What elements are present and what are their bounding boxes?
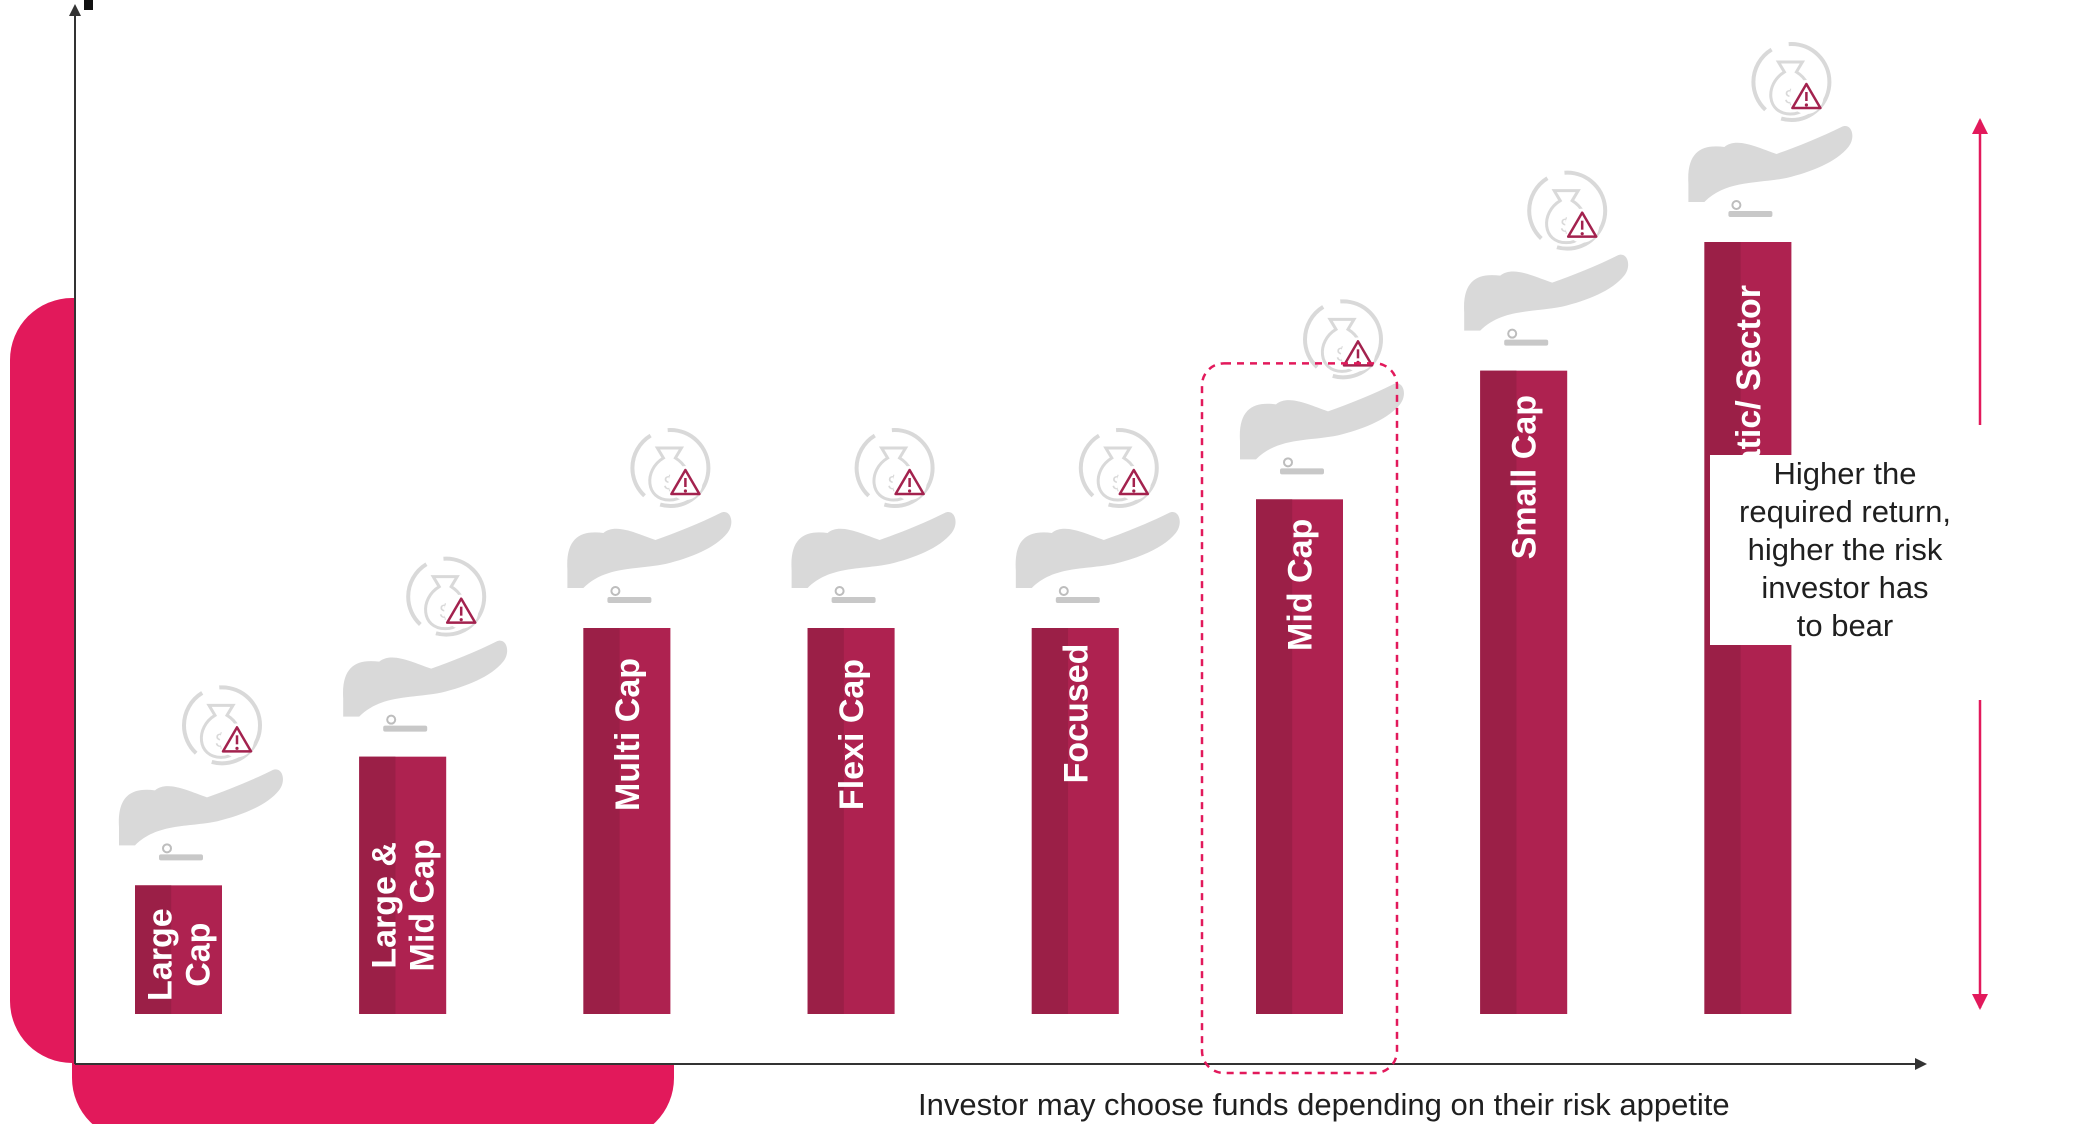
coin-slot: [1728, 211, 1773, 217]
annotation-line: to bear: [1796, 608, 1894, 643]
cycle-arrows: [406, 556, 487, 637]
coin: [1731, 200, 1742, 210]
hand-shape: [118, 769, 283, 846]
warning-icon: [1342, 340, 1374, 367]
bar-shade: [1256, 499, 1293, 1014]
warning-icon: [1791, 82, 1822, 110]
hand-shape: [567, 512, 732, 588]
cycle-arrows: [1751, 42, 1832, 122]
money-bag-warning-hand-icon: $: [1015, 428, 1180, 588]
cycle-arrows: [1527, 170, 1608, 251]
cycle-arrows: [854, 428, 935, 508]
coin: [1058, 586, 1069, 596]
coin: [834, 586, 845, 596]
coin-slot: [159, 854, 203, 861]
bar-label: LargeCap: [142, 908, 218, 1001]
warning-icon: [894, 468, 925, 496]
cycle-arrows: [182, 685, 262, 766]
money-bag-warning-hand-icon: $: [118, 685, 283, 846]
risk-annotation: Higher the required return, higher the r…: [1710, 455, 1980, 645]
warning-dot: [683, 489, 688, 493]
hand-shape: [343, 640, 508, 717]
bar-shade: [583, 628, 620, 1014]
x-axis-label: Investor may choose funds depending on t…: [918, 1087, 1730, 1122]
money-bag-warning-hand-icon: $: [1688, 42, 1853, 202]
warning-icon: [221, 726, 253, 753]
annotation-line: required return,: [1739, 494, 1951, 529]
bar-group: $ Flexi Cap: [791, 428, 956, 1014]
coin: [162, 843, 172, 854]
money-bag: [1096, 446, 1139, 502]
coin-slot: [1055, 597, 1100, 603]
bar-group: $ Focused: [1015, 428, 1180, 1014]
money-bag: [199, 703, 243, 759]
warning-dot: [1132, 489, 1136, 493]
coin-slot: [383, 725, 428, 732]
annotation-line: higher the risk: [1747, 532, 1943, 567]
warning-icon: [1118, 468, 1150, 496]
money-bag: [1769, 60, 1812, 116]
y-axis-corner-mark: [84, 0, 93, 10]
hand-shape: [1015, 512, 1180, 588]
warning-dot: [459, 618, 463, 622]
bar-group: $ Small Cap: [1464, 170, 1629, 1015]
warning-icon: [670, 468, 701, 496]
warning-dot: [1580, 232, 1584, 236]
warning-icon: [445, 597, 477, 624]
warning-dot: [908, 489, 912, 493]
coin: [610, 586, 621, 596]
money-bag: [1545, 189, 1588, 245]
bar-shade: [359, 756, 396, 1014]
coin-slot: [607, 597, 652, 603]
bar-label: Small Cap: [1506, 395, 1544, 559]
bar-label: Large &Mid Cap: [366, 839, 442, 971]
hand-shape: [791, 512, 956, 588]
coin: [386, 714, 397, 725]
money-bag-warning-hand-icon: $: [791, 428, 956, 588]
coin-slot: [1504, 339, 1549, 346]
cycle-arrows: [1078, 428, 1159, 508]
warning-icon: [1566, 211, 1598, 238]
warning-dot: [1804, 103, 1808, 107]
hand-shape: [1464, 254, 1629, 331]
money-bag-warning-hand-icon: $: [1464, 170, 1629, 331]
hand-shape: [1239, 383, 1404, 460]
money-bag-warning-hand-icon: $: [567, 428, 732, 588]
bar-group: $ Multi Cap: [567, 428, 732, 1014]
cycle-arrows: [630, 428, 711, 508]
coin-slot: [831, 597, 876, 603]
money-bag: [1320, 317, 1364, 373]
bar-shade: [1031, 628, 1069, 1014]
cycle-arrows: [1303, 299, 1383, 380]
annotation-line: Higher the: [1773, 456, 1917, 491]
bar-shade: [135, 885, 172, 1014]
money-bag: [424, 575, 467, 631]
bar-label: Mid Cap: [1282, 519, 1320, 651]
bar-group: $ Mid Cap: [1200, 299, 1404, 1075]
bar-label: Focused: [1057, 644, 1095, 784]
money-bag: [648, 446, 691, 502]
money-bag-warning-hand-icon: $: [1239, 299, 1404, 460]
annotation-line: investor has: [1761, 570, 1929, 605]
bar-group: $ LargeCap: [118, 685, 283, 1014]
bar-shade: [807, 628, 844, 1014]
coin-slot: [1280, 468, 1324, 475]
hand-shape: [1688, 126, 1853, 202]
money-bag-warning-hand-icon: $: [343, 556, 508, 717]
coin: [1507, 328, 1518, 339]
bar-group: $ Large &Mid Cap: [343, 556, 508, 1014]
bar-label: Flexi Cap: [833, 659, 871, 810]
warning-dot: [235, 746, 239, 750]
bar-shade: [1480, 370, 1517, 1015]
money-bag: [872, 446, 915, 502]
bar-label: Multi Cap: [609, 658, 647, 811]
coin: [1283, 457, 1293, 468]
